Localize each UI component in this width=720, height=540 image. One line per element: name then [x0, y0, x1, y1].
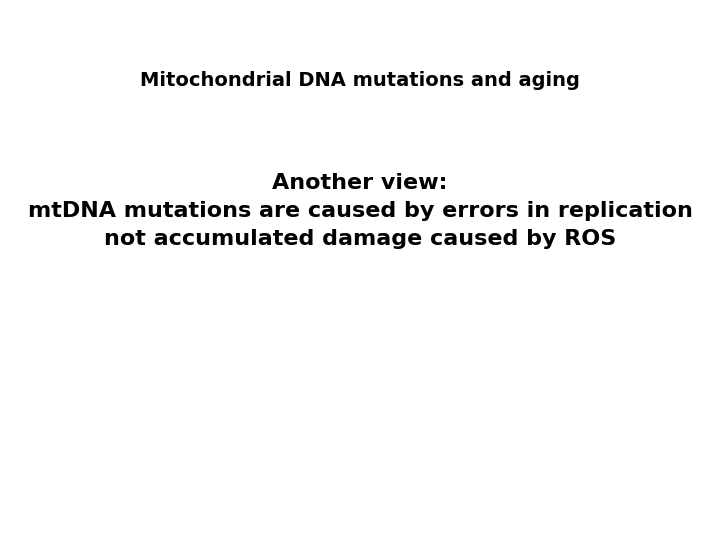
- Text: Mitochondrial DNA mutations and aging: Mitochondrial DNA mutations and aging: [140, 71, 580, 91]
- Text: Another view:
mtDNA mutations are caused by errors in replication
not accumulate: Another view: mtDNA mutations are caused…: [27, 173, 693, 249]
